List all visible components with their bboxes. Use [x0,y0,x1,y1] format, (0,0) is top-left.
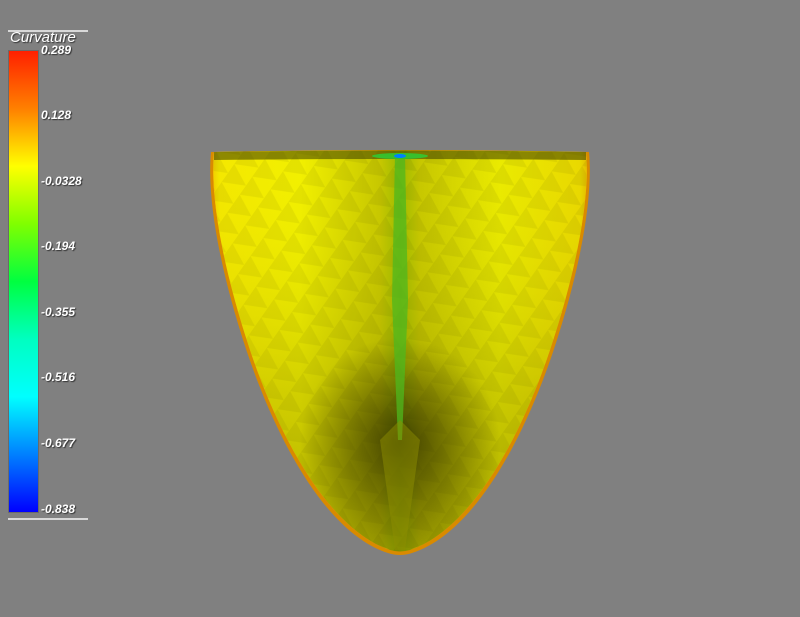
legend-title: Curvature [10,29,76,46]
legend-tick-label: -0.0328 [41,174,82,188]
legend-tick-label: -0.194 [41,239,76,253]
legend-bottom-rule [8,518,88,520]
surface-mesh [213,150,587,552]
legend-top-rule [8,30,88,32]
color-bar [9,51,38,512]
curvature-seam [392,155,408,440]
legend-tick-label: -0.677 [41,436,76,450]
legend-tick-label: 0.289 [41,43,72,57]
legend-tick-label: -0.355 [41,305,76,319]
legend-tick-label: 0.128 [41,108,72,122]
legend-tick-label: -0.838 [41,502,76,516]
scalar-bar-legend: Curvature 0.289 0.128 -0.0328 -0.194 -0.… [0,0,110,530]
legend-tick-label: -0.516 [41,370,76,384]
